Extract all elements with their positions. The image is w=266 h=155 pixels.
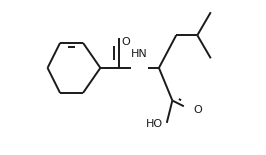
Text: O: O — [194, 105, 203, 115]
Text: HN: HN — [131, 49, 148, 59]
Text: O: O — [121, 37, 130, 47]
Text: HO: HO — [146, 119, 163, 129]
